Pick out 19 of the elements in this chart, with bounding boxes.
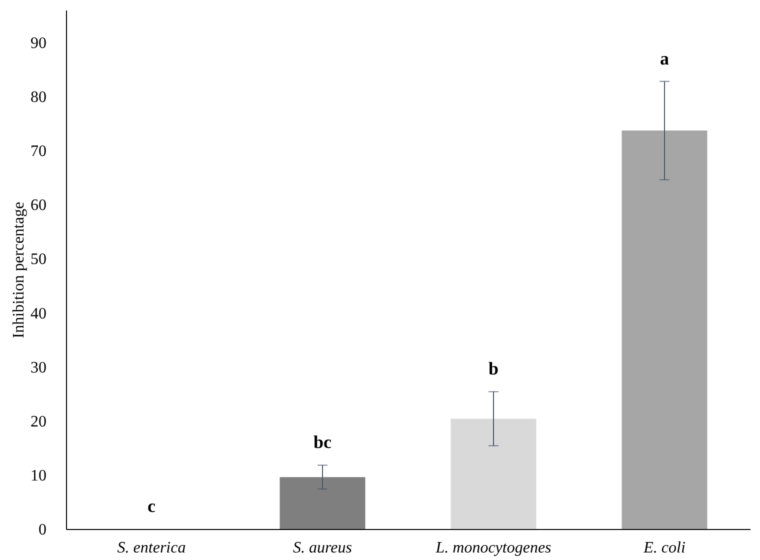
annotation: b	[488, 358, 499, 379]
annotation: c	[148, 496, 156, 516]
x-tick-label: S. enterica	[117, 540, 186, 556]
y-tick-label: 30	[30, 359, 46, 376]
x-tick-label: L. monocytogenes	[434, 540, 552, 556]
x-tick-label: S. aureus	[293, 540, 352, 556]
y-tick-label: 10	[30, 467, 46, 484]
y-tick-label: 90	[30, 34, 46, 52]
y-tick-label: 0	[38, 522, 46, 538]
y-axis-title: Inhibition percentage	[10, 202, 28, 338]
y-tick-label: 20	[30, 413, 46, 430]
annotation: a	[660, 48, 669, 68]
y-tick-label: 40	[30, 305, 46, 322]
y-tick-label: 70	[30, 143, 46, 160]
y-tick-label: 60	[30, 197, 46, 214]
x-tick-label: E. coli	[642, 540, 686, 556]
y-tick-label: 50	[30, 251, 46, 268]
y-tick-label: 80	[30, 89, 46, 106]
annotation: bc	[314, 432, 332, 452]
